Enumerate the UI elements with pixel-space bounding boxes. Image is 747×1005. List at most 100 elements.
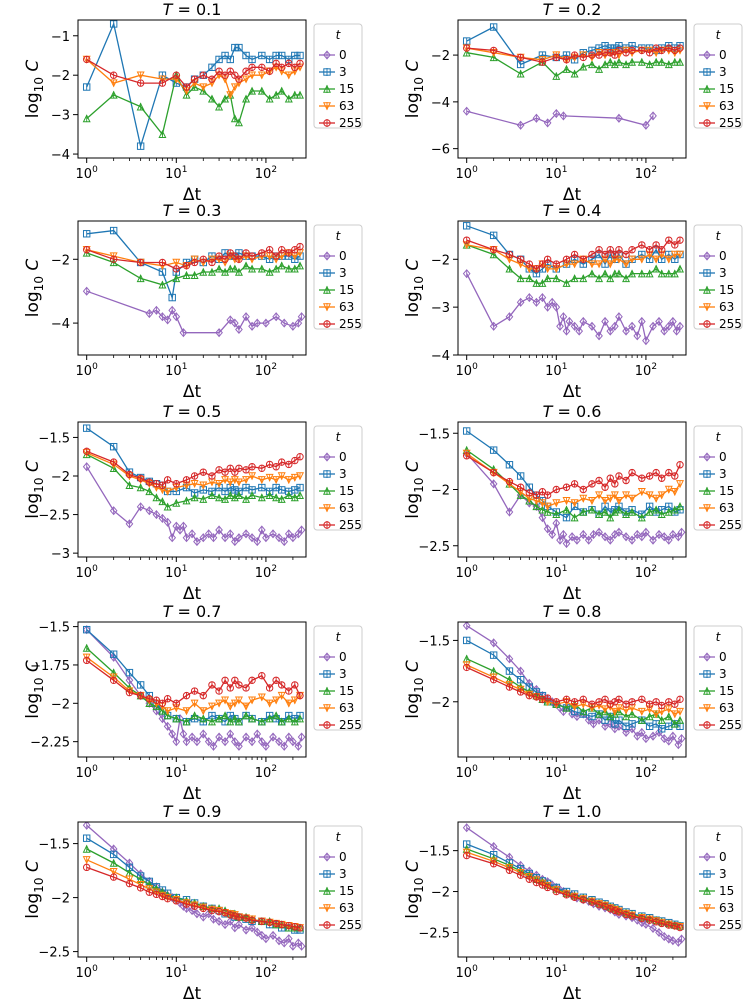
data-point (109, 442, 118, 451)
data-point (652, 255, 661, 264)
data-point (280, 318, 289, 328)
data-point (215, 55, 223, 64)
data-point (516, 53, 525, 62)
data-point (248, 55, 256, 64)
data-point (290, 696, 299, 705)
data-point (702, 886, 712, 895)
data-point (262, 934, 270, 944)
data-point (208, 906, 216, 915)
tick-base: 10 (545, 566, 562, 581)
data-point (657, 509, 666, 518)
data-point (703, 521, 711, 529)
data-point (657, 491, 666, 500)
data-point (462, 269, 471, 279)
data-point (676, 44, 684, 52)
legend-entry-3: 3 (699, 266, 727, 280)
data-point (676, 321, 684, 331)
data-point (242, 466, 250, 474)
data-point (676, 461, 684, 469)
data-point (215, 480, 224, 489)
data-point (587, 260, 596, 269)
data-point (538, 695, 547, 704)
data-point (158, 706, 167, 715)
data-point (671, 700, 679, 708)
x-tick-label: 102 (255, 564, 277, 581)
y-axis-label: log10 C (403, 660, 426, 719)
data-point (296, 242, 304, 251)
legend-label: 63 (719, 501, 734, 515)
data-point (109, 858, 118, 867)
tick-exponent: 2 (271, 964, 277, 974)
data-point (190, 258, 199, 267)
data-point (221, 255, 229, 263)
data-point (703, 269, 711, 277)
data-point (462, 622, 471, 631)
data-point (265, 67, 274, 75)
data-point (215, 252, 223, 260)
legend: t 0 3 15 63 255 (693, 23, 743, 130)
data-point (136, 258, 145, 267)
data-point (562, 326, 571, 336)
data-point (82, 643, 91, 652)
data-point (628, 468, 636, 477)
legend-title: t (336, 229, 342, 243)
data-point (665, 468, 673, 477)
data-point (570, 250, 579, 259)
data-point (248, 252, 256, 260)
legend: t 0 3 15 63 255 (693, 625, 743, 732)
data-point (188, 529, 196, 539)
tick-exponent: 2 (271, 764, 277, 774)
tick-base: 10 (255, 966, 272, 981)
data-point (258, 671, 266, 680)
series-15 (82, 844, 305, 932)
data-point (242, 702, 251, 711)
data-point (489, 841, 498, 852)
ylabel-var: C (403, 860, 423, 877)
tick-exponent: 0 (472, 564, 478, 574)
tick-exponent: 0 (472, 964, 478, 974)
data-point (649, 923, 657, 933)
data-point (505, 312, 514, 322)
legend-entry-63: 63 (319, 501, 354, 515)
data-point (262, 741, 270, 751)
series-255 (462, 663, 684, 710)
y-tick-label: −1.5 (418, 634, 450, 649)
data-point (323, 251, 331, 261)
data-point (208, 258, 216, 267)
data-point (579, 274, 588, 283)
data-point (231, 71, 239, 79)
data-point (552, 274, 561, 283)
data-point (199, 255, 207, 263)
data-point (278, 246, 286, 254)
panel-title: T = 0.3 (163, 201, 222, 220)
data-point (655, 316, 663, 327)
data-point (702, 84, 712, 93)
x-tick-label: 101 (165, 362, 187, 379)
data-point (664, 705, 673, 714)
data-point (559, 111, 568, 121)
data-point (297, 312, 306, 322)
data-point (136, 681, 145, 689)
tick-exponent: 0 (472, 764, 478, 774)
y-tick-label: −2 (431, 696, 450, 711)
tick-base: 10 (545, 364, 562, 379)
data-point (284, 714, 293, 723)
tick-base: 10 (635, 766, 652, 781)
data-point (628, 494, 637, 503)
y-tick-label: −1.5 (418, 427, 450, 442)
data-point (606, 260, 615, 269)
data-point (532, 878, 541, 887)
data-point (215, 906, 224, 915)
series-line (466, 225, 681, 275)
data-point (664, 535, 673, 545)
tick-base: 10 (76, 566, 93, 581)
data-point (109, 255, 118, 263)
x-tick-label: 102 (255, 362, 277, 379)
legend-title: t (716, 430, 722, 444)
data-point (248, 71, 257, 80)
data-point (158, 481, 167, 489)
legend-label: 63 (339, 300, 354, 314)
tick-exponent: 2 (651, 964, 657, 974)
data-point (588, 700, 596, 708)
